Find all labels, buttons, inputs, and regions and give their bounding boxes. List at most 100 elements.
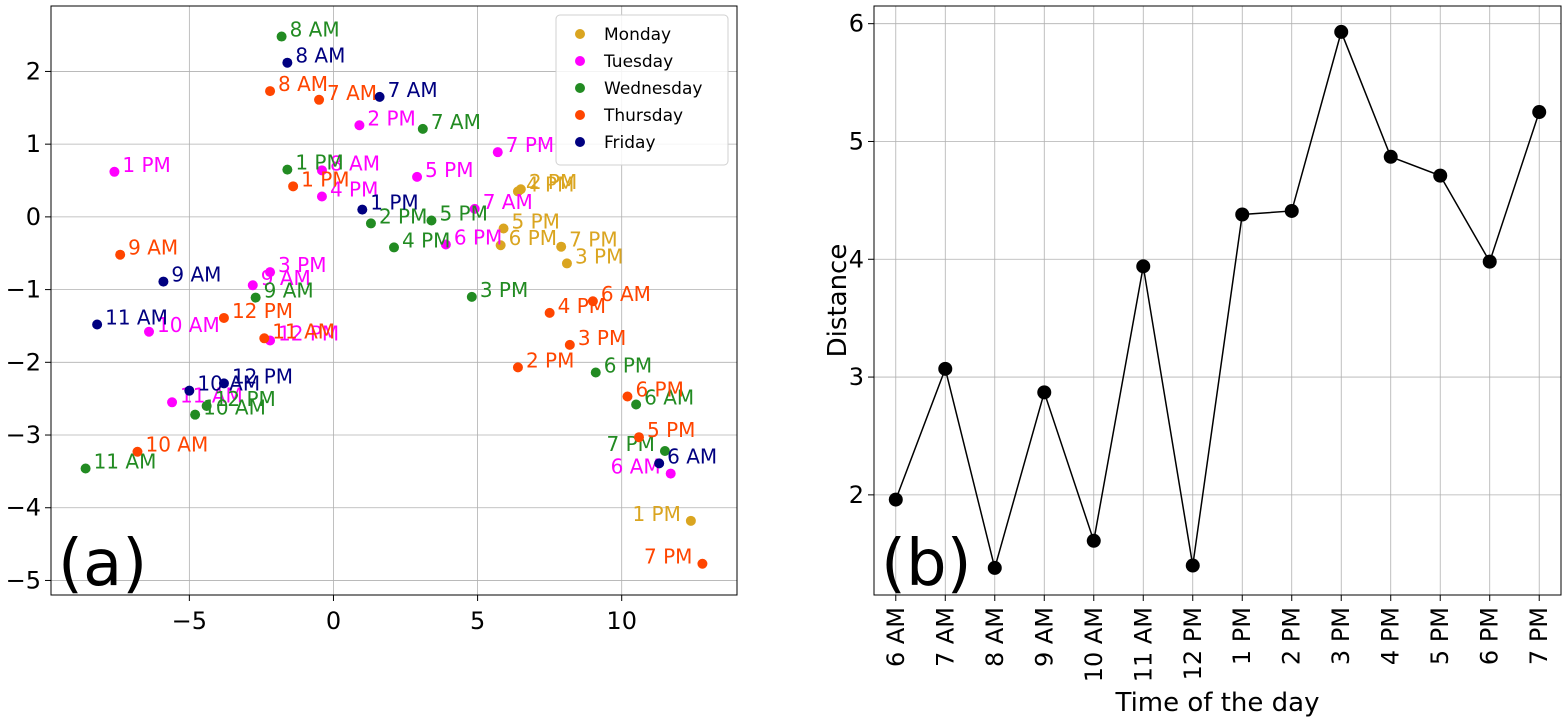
distance-point (1037, 385, 1052, 400)
scatter-point (288, 181, 299, 192)
line-series (888, 24, 1547, 575)
scatter-point (556, 241, 567, 252)
distance-point (1383, 149, 1398, 164)
legend-entry: Thursday (603, 106, 683, 126)
point-label: 3 PM (480, 278, 528, 302)
panel-label-a: (a) (58, 527, 147, 601)
point-label: 2 PM (529, 170, 577, 194)
distance-point (1482, 254, 1497, 269)
scatter-point (276, 31, 287, 42)
scatter-point (697, 558, 708, 569)
x-tick-label: 3 PM (1327, 607, 1355, 665)
point-label: 5 PM (439, 202, 487, 226)
point-label: 2 PM (526, 348, 574, 372)
y-tick-label: 0 (26, 203, 41, 231)
x-tick-label: 11 AM (1129, 607, 1157, 682)
scatter-point (282, 57, 293, 68)
x-tick-label: 10 (606, 607, 637, 635)
line-ticks: 6 AM 7 AM 8 AM 9 AM 10 AM 11 AM 12 PM 1 PM 2 PM 3… (849, 10, 1554, 683)
point-label: 11 AM (105, 305, 168, 329)
y-tick-label: −3 (6, 421, 41, 449)
x-tick-label: 1 PM (1228, 607, 1256, 665)
scatter-point (365, 218, 376, 229)
distance-point (1334, 24, 1349, 39)
point-label: 5 PM (512, 210, 560, 234)
scatter-point (259, 333, 270, 344)
point-label: 3 PM (578, 326, 626, 350)
scatter-point (544, 307, 555, 318)
point-label: 7 PM (644, 545, 692, 569)
scatter-point (247, 280, 258, 291)
distance-point (1235, 207, 1250, 222)
point-label: 8 AM (290, 18, 340, 42)
point-label: 6 AM (667, 444, 717, 468)
point-label: 11 AM (94, 449, 157, 473)
legend-marker (575, 29, 585, 39)
point-label: 8 AM (278, 72, 328, 96)
point-label: 3 PM (278, 253, 326, 277)
point-label: 2 PM (367, 106, 415, 130)
point-label: 4 PM (526, 172, 574, 196)
legend-marker (575, 137, 585, 147)
scatter-point (512, 362, 523, 373)
point-label: 6 AM (601, 282, 651, 306)
scatter-axes-frame (50, 5, 738, 596)
x-tick-label: 8 AM (981, 607, 1009, 667)
distance-point (1284, 203, 1299, 218)
point-label: 6 AM (611, 455, 661, 479)
point-label: 12 PM (278, 321, 339, 345)
point-label: 7 PM (569, 228, 617, 252)
distance-point (1532, 105, 1547, 120)
point-label: 11 AM (272, 319, 335, 343)
y-tick-label: 1 (26, 130, 41, 158)
point-label: 5 PM (647, 418, 695, 442)
y-tick-label: 3 (849, 363, 864, 391)
legend-marker (575, 56, 585, 66)
point-label: 9 AM (264, 279, 314, 303)
scatter-point (190, 409, 201, 420)
scatter-point (659, 446, 670, 457)
y-tick-label: −4 (6, 494, 41, 522)
distance-point (1086, 533, 1101, 548)
y-tick-label: 4 (849, 245, 864, 273)
point-label: 2 PM (379, 204, 427, 228)
scatter-point (417, 123, 428, 134)
x-tick-label: 6 AM (882, 607, 910, 667)
scatter-point (412, 171, 423, 182)
scatter-point (685, 515, 696, 526)
y-tick-label: −1 (6, 276, 41, 304)
point-label: 4 PM (402, 228, 450, 252)
scatter-point (512, 186, 523, 197)
scatter-point (357, 204, 368, 215)
x-tick-label: 9 AM (1030, 607, 1058, 667)
scatter-point (426, 215, 437, 226)
scatter-point (184, 385, 195, 396)
line-axes-frame (873, 5, 1562, 596)
line-grid (874, 6, 1561, 595)
x-tick-label: 7 PM (1525, 607, 1553, 665)
x-tick-label: 5 (470, 607, 485, 635)
scatter-legend: Monday Tuesday Wednesday Thursday Friday (555, 14, 729, 166)
point-label: 7 PM (607, 432, 655, 456)
scatter-point (354, 120, 365, 131)
scatter-point (265, 86, 276, 97)
legend-entry: Wednesday (604, 79, 702, 99)
scatter-point (495, 240, 506, 251)
y-tick-label: 2 (26, 57, 41, 85)
distance-point (1185, 558, 1200, 573)
legend-entry: Monday (604, 25, 671, 45)
point-label: 10 AM (203, 396, 266, 420)
point-label: 9 AM (128, 236, 178, 260)
x-tick-label: 4 PM (1377, 607, 1405, 665)
point-label: 1 PM (301, 167, 349, 191)
scatter-point (167, 397, 178, 408)
point-label: 12 PM (232, 299, 293, 323)
legend-marker (575, 110, 585, 120)
point-label: 9 AM (171, 263, 221, 287)
x-tick-label: 12 PM (1179, 607, 1207, 680)
point-label: 6 PM (509, 226, 557, 250)
scatter-point (590, 367, 601, 378)
